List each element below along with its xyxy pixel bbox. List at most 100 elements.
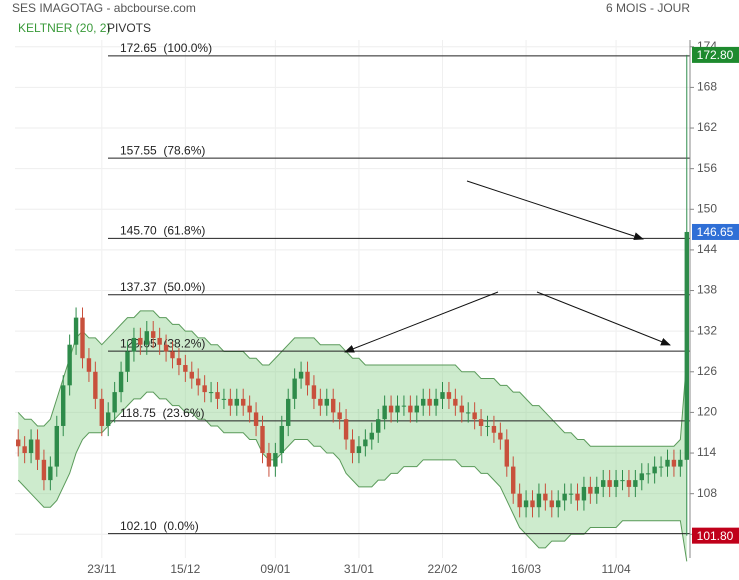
y-tick-label: 132 bbox=[697, 323, 717, 337]
candle-body bbox=[163, 344, 169, 352]
candle-body bbox=[511, 466, 516, 494]
price-label-box bbox=[692, 46, 739, 63]
candle-body bbox=[671, 459, 677, 467]
y-tick-label: 138 bbox=[697, 283, 717, 297]
y-tick-label: 120 bbox=[697, 405, 717, 419]
arrow bbox=[466, 180, 644, 240]
y-tick-label: 144 bbox=[697, 242, 717, 256]
candle-body bbox=[202, 385, 207, 393]
candle-body bbox=[318, 398, 323, 406]
candle-body bbox=[594, 486, 599, 494]
candle-body bbox=[421, 398, 426, 406]
candle-body bbox=[157, 337, 162, 345]
candle-body bbox=[138, 337, 143, 345]
grid bbox=[15, 40, 690, 558]
indicator-label: PIVOTS bbox=[107, 21, 151, 35]
candle-body bbox=[427, 398, 432, 406]
keltner-upper bbox=[17, 310, 688, 447]
candle-body bbox=[633, 480, 638, 487]
x-tick-label: 09/01 bbox=[260, 562, 290, 576]
price-label-box bbox=[692, 223, 739, 240]
candle-body bbox=[93, 371, 98, 399]
candle-body bbox=[626, 480, 632, 487]
candle-body bbox=[292, 378, 297, 399]
pivot-label: 172.65 (100.0%) bbox=[120, 41, 212, 55]
price-label: 146.65 bbox=[697, 225, 734, 239]
candle-body bbox=[478, 419, 484, 426]
candle-body bbox=[241, 398, 246, 406]
candle-body bbox=[273, 453, 278, 467]
candle-body bbox=[665, 459, 670, 467]
candle-body bbox=[266, 453, 272, 467]
candle-body bbox=[73, 317, 79, 345]
candle-body bbox=[498, 432, 503, 440]
candle-body bbox=[54, 425, 59, 467]
candle-body bbox=[388, 405, 394, 413]
candle-body bbox=[331, 398, 336, 413]
x-tick-label: 15/12 bbox=[170, 562, 200, 576]
candle-body bbox=[601, 480, 606, 487]
candle-body bbox=[485, 425, 490, 427]
candle-body bbox=[446, 392, 452, 399]
candle-body bbox=[536, 493, 542, 508]
candle-body bbox=[369, 432, 374, 440]
candle-body bbox=[517, 493, 522, 508]
candle-body bbox=[562, 493, 567, 501]
candle-body bbox=[260, 425, 265, 454]
candle-body bbox=[401, 405, 407, 407]
pivot-label: 157.55 (78.6%) bbox=[120, 143, 205, 157]
candle-body bbox=[646, 473, 651, 475]
pivot-label: 145.70 (61.8%) bbox=[120, 224, 205, 238]
candle-body bbox=[504, 439, 509, 467]
x-tick-label: 23/11 bbox=[87, 562, 116, 576]
candle-body bbox=[543, 493, 548, 501]
candle-body bbox=[639, 473, 644, 481]
candle-body bbox=[343, 419, 349, 440]
candle-body bbox=[67, 344, 72, 386]
x-tick-label: 11/04 bbox=[602, 562, 631, 576]
candle-body bbox=[106, 412, 111, 426]
candle-body bbox=[376, 419, 381, 433]
candle-body bbox=[253, 412, 259, 426]
candle-body bbox=[363, 439, 368, 447]
x-tick-label: 31/01 bbox=[344, 562, 374, 576]
y-tick-label: 150 bbox=[697, 201, 717, 215]
candle-body bbox=[414, 405, 419, 413]
candle-body bbox=[298, 371, 304, 379]
candle-body bbox=[581, 486, 587, 501]
candle-body bbox=[196, 378, 201, 386]
candle-body bbox=[575, 493, 580, 501]
price-label: 101.80 bbox=[697, 529, 734, 543]
candle-body bbox=[61, 385, 66, 426]
candle-body bbox=[382, 405, 387, 420]
y-tick-label: 108 bbox=[697, 486, 717, 500]
candle-body bbox=[433, 398, 439, 406]
y-tick-label: 156 bbox=[697, 161, 717, 175]
candle-body bbox=[48, 466, 53, 481]
pivot-label: 102.10 (0.0%) bbox=[120, 519, 199, 533]
candle-body bbox=[350, 439, 355, 454]
chart-title: SES IMAGOTAG - abcbourse.com bbox=[12, 1, 196, 15]
candle-body bbox=[189, 371, 194, 379]
candle-body bbox=[588, 486, 593, 494]
candle-body bbox=[658, 466, 664, 468]
candle-body bbox=[311, 385, 317, 399]
y-tick-label: 162 bbox=[697, 120, 717, 134]
pivot-label: 118.75 (23.6%) bbox=[120, 406, 205, 420]
x-tick-label: 22/02 bbox=[427, 562, 457, 576]
candle-layer bbox=[16, 54, 689, 536]
y-tick-label: 126 bbox=[697, 364, 717, 378]
candle-body bbox=[459, 405, 464, 413]
candle-body bbox=[28, 439, 34, 454]
candle-body bbox=[568, 493, 574, 495]
candle-body bbox=[523, 500, 529, 508]
candle-body bbox=[324, 398, 329, 406]
candle-body bbox=[549, 500, 554, 508]
candle-body bbox=[16, 439, 21, 447]
y-tick-label: 114 bbox=[697, 445, 716, 459]
candle-body bbox=[491, 425, 497, 433]
price-label-box bbox=[692, 527, 739, 544]
candle-body bbox=[22, 446, 27, 454]
pivot-label: 137.37 (50.0%) bbox=[120, 280, 205, 294]
